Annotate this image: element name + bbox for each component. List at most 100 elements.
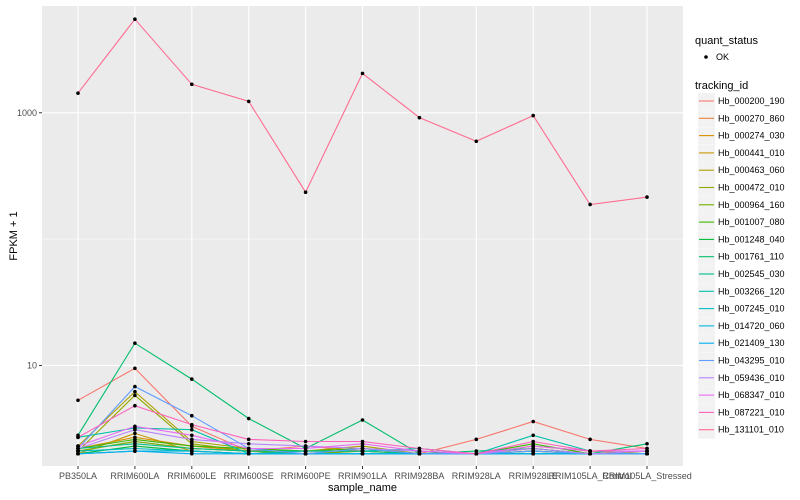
x-tick-label-10: RRIM105LA_Stressed	[602, 471, 692, 481]
x-tick-label-9: RRIM105LA_Control	[549, 471, 632, 481]
data-point-Hb_002545_030-1	[133, 441, 137, 446]
data-point-Hb_043295_010-8	[531, 449, 535, 453]
legend-item-label: Hb_000463_060	[718, 165, 785, 175]
legend-item-Hb_000472_010: Hb_000472_010	[698, 179, 785, 197]
data-point-Hb_059436_010-1	[133, 427, 137, 432]
x-tick-label-3: RRIM600SE	[224, 471, 274, 481]
data-point-Hb_000200_190-8	[531, 419, 535, 424]
legend-item-label: Hb_068347_010	[718, 390, 785, 400]
data-point-Hb_043295_010-1	[133, 384, 137, 389]
data-point-Hb_059436_010-9	[588, 451, 592, 456]
legend-quant-status-ok-label: OK	[716, 52, 729, 62]
data-point-Hb_068347_010-2	[190, 433, 194, 438]
data-point-Hb_131101_010-8	[531, 113, 535, 118]
data-point-Hb_001761_110-3	[246, 416, 251, 421]
legend-item-Hb_000441_010: Hb_000441_010	[698, 144, 785, 162]
data-point-Hb_043295_010-4	[303, 451, 308, 456]
legend-item-label: Hb_131101_010	[718, 425, 784, 435]
major-grid	[42, 6, 683, 466]
data-point-Hb_068347_010-6	[417, 449, 422, 453]
data-point-Hb_131101_010-10	[645, 195, 649, 199]
data-point-Hb_131101_010-2	[190, 82, 194, 87]
legend-item-Hb_000274_030: Hb_000274_030	[698, 127, 785, 145]
data-point-Hb_002545_030-2	[190, 446, 194, 451]
series-points	[76, 17, 649, 456]
data-point-Hb_068347_010-1	[133, 424, 137, 429]
data-point-Hb_087221_010-8	[531, 439, 535, 444]
data-point-Hb_059436_010-3	[246, 441, 251, 446]
x-tick-label-2: RRIM600LE	[167, 471, 216, 481]
data-point-Hb_021409_130-2	[190, 451, 194, 456]
legend-item-label: Hb_021409_130	[718, 338, 785, 348]
data-point-Hb_001761_110-7	[474, 449, 479, 453]
legend-item-label: Hb_000274_030	[718, 131, 785, 141]
data-point-Hb_131101_010-1	[133, 17, 137, 22]
data-point-Hb_000200_190-9	[588, 437, 592, 442]
legend-quant-status-ok-marker	[704, 55, 708, 59]
data-point-Hb_087221_010-0	[76, 435, 80, 440]
data-point-Hb_068347_010-4	[303, 446, 308, 451]
legend-item-Hb_007245_010: Hb_007245_010	[698, 300, 785, 318]
data-point-Hb_000200_190-1	[133, 366, 137, 371]
data-point-Hb_001761_110-2	[190, 377, 194, 381]
legend-item-Hb_021409_130: Hb_021409_130	[698, 335, 785, 353]
data-point-Hb_000200_190-7	[474, 437, 479, 442]
x-tick-label-1: RRIM600LA	[110, 471, 159, 481]
legend-item-label: Hb_000964_160	[718, 200, 785, 210]
data-point-Hb_007245_010-1	[133, 446, 137, 451]
legend-item-Hb_000200_190: Hb_000200_190	[698, 93, 785, 110]
data-point-Hb_131101_010-3	[246, 99, 251, 104]
legend-item-Hb_059436_010: Hb_059436_010	[698, 369, 785, 387]
legend-item-Hb_003266_120: Hb_003266_120	[698, 283, 785, 301]
legend-quant-status-title: quant_status	[695, 35, 758, 47]
data-point-Hb_087221_010-3	[246, 437, 251, 442]
legend-item-Hb_002545_030: Hb_002545_030	[698, 266, 785, 283]
data-point-Hb_087221_010-2	[190, 422, 194, 427]
legend-item-label: Hb_000200_190	[718, 96, 785, 106]
y-axis-title: FPKM + 1	[8, 211, 20, 260]
data-point-Hb_131101_010-5	[360, 71, 365, 76]
data-point-Hb_001007_080-1	[133, 437, 137, 442]
x-tick-label-0: PB350LA	[59, 471, 97, 481]
data-point-Hb_021409_130-5	[360, 451, 365, 456]
legend-item-Hb_000463_060: Hb_000463_060	[698, 162, 785, 180]
legend-item-label: Hb_003266_120	[718, 286, 785, 296]
data-point-Hb_002545_030-3	[246, 449, 251, 453]
legend-item-Hb_000964_160: Hb_000964_160	[698, 196, 785, 214]
data-point-Hb_003266_120-2	[190, 427, 194, 432]
y-tick-label-1: 1000	[17, 108, 37, 118]
legend-item-Hb_001248_040: Hb_001248_040	[698, 231, 785, 249]
data-point-Hb_007245_010-0	[76, 449, 80, 453]
data-point-Hb_014720_060-2	[190, 449, 194, 453]
data-point-Hb_131101_010-7	[474, 139, 479, 144]
y-axis: 10 1000	[17, 108, 42, 370]
x-tick-label-6: RRIM928BA	[394, 471, 444, 481]
legend-item-Hb_043295_010: Hb_043295_010	[698, 352, 785, 370]
data-point-Hb_087221_010-7	[474, 451, 479, 456]
data-point-Hb_087221_010-10	[645, 446, 649, 451]
data-point-Hb_000472_010-1	[133, 393, 137, 398]
data-point-Hb_003266_120-4	[303, 449, 308, 453]
x-tick-label-7: RRIM928LA	[452, 471, 501, 481]
legend-item-label: Hb_007245_010	[718, 304, 785, 314]
legend-item-Hb_001007_080: Hb_001007_080	[698, 214, 785, 232]
legend-item-label: Hb_001007_080	[718, 217, 785, 227]
legend-item-label: Hb_014720_060	[718, 321, 785, 331]
data-point-Hb_131101_010-6	[417, 115, 422, 120]
data-point-Hb_087221_010-9	[588, 449, 592, 453]
data-point-Hb_131101_010-9	[588, 202, 592, 207]
data-point-Hb_059436_010-2	[190, 437, 194, 442]
data-point-Hb_068347_010-0	[76, 444, 80, 448]
data-point-Hb_021409_130-3	[246, 451, 251, 456]
data-point-Hb_001761_110-1	[133, 341, 137, 346]
data-point-Hb_043295_010-10	[645, 451, 649, 456]
data-point-Hb_021409_130-8	[531, 451, 535, 456]
legend-tracking-id: tracking_id Hb_000200_190Hb_000270_860Hb…	[695, 80, 785, 439]
data-point-Hb_000200_190-0	[76, 398, 80, 403]
data-point-Hb_131101_010-0	[76, 91, 80, 95]
data-point-Hb_003266_120-5	[360, 449, 365, 453]
legend-item-label: Hb_000472_010	[718, 183, 785, 193]
legend-item-Hb_001761_110: Hb_001761_110	[698, 248, 784, 266]
legend-item-label: Hb_059436_010	[718, 373, 785, 383]
legend-tracking-items: Hb_000200_190 Hb_000270_860 Hb_000274_030 H…	[698, 93, 785, 439]
